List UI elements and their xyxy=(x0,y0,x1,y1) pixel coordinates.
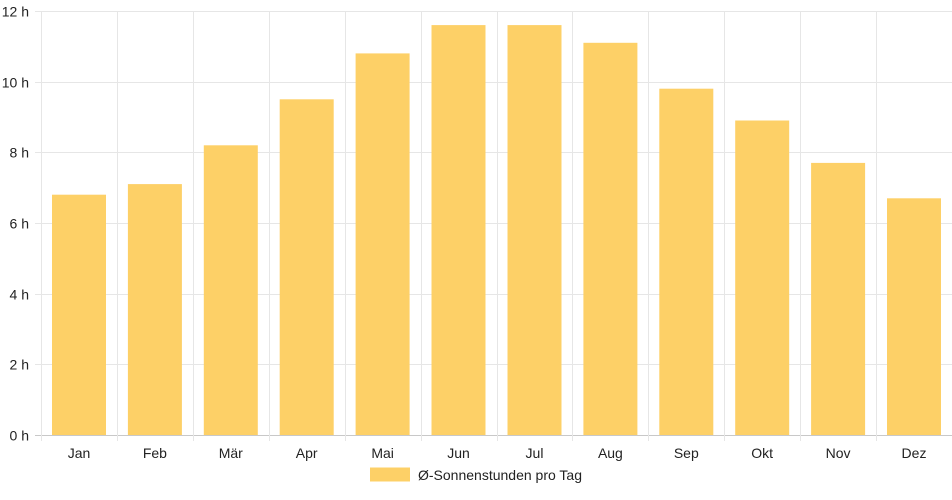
x-tick-label: Aug xyxy=(598,445,623,461)
x-tick-label: Apr xyxy=(296,445,318,461)
y-tick-label: 12 h xyxy=(2,4,29,20)
bar-sep[interactable] xyxy=(659,88,714,435)
bar-okt[interactable] xyxy=(735,120,790,436)
x-tick-label: Jul xyxy=(526,445,544,461)
bar-jan[interactable] xyxy=(52,194,106,435)
bar-aug[interactable] xyxy=(583,42,638,436)
bar-dez[interactable] xyxy=(887,198,941,435)
y-tick-label: 6 h xyxy=(10,216,29,232)
x-tick-label: Mär xyxy=(219,445,243,461)
y-tick-label: 10 h xyxy=(2,75,29,91)
x-tick-label: Jan xyxy=(68,445,91,461)
bar-mär[interactable] xyxy=(203,145,258,436)
x-tick-label: Dez xyxy=(902,445,927,461)
x-tick-label: Sep xyxy=(674,445,699,461)
y-tick-label: 8 h xyxy=(10,145,29,161)
grid-lines xyxy=(35,11,952,441)
x-tick-label: Nov xyxy=(826,445,851,461)
bars xyxy=(52,25,941,436)
bar-nov[interactable] xyxy=(811,162,866,435)
x-tick-label: Okt xyxy=(751,445,773,461)
legend[interactable]: Ø-Sonnenstunden pro Tag xyxy=(370,467,582,483)
legend-swatch[interactable] xyxy=(370,467,410,482)
bar-mai[interactable] xyxy=(355,53,410,436)
legend-label[interactable]: Ø-Sonnenstunden pro Tag xyxy=(418,467,582,483)
y-tick-label: 2 h xyxy=(10,357,29,373)
bar-jun[interactable] xyxy=(431,25,486,435)
x-tick-label: Feb xyxy=(143,445,167,461)
axes: 0 h 2 h 4 h 6 h 8 h 10 h 12 h Jan Feb Mär Apr Mai Ju… xyxy=(2,4,927,462)
y-tick-label: 4 h xyxy=(10,287,29,303)
x-tick-label: Jun xyxy=(447,445,470,461)
bar-jul[interactable] xyxy=(507,25,562,435)
bar-feb[interactable] xyxy=(127,184,182,435)
y-tick-label: 0 h xyxy=(10,428,29,444)
bar-apr[interactable] xyxy=(279,99,334,436)
x-tick-label: Mai xyxy=(371,445,394,461)
